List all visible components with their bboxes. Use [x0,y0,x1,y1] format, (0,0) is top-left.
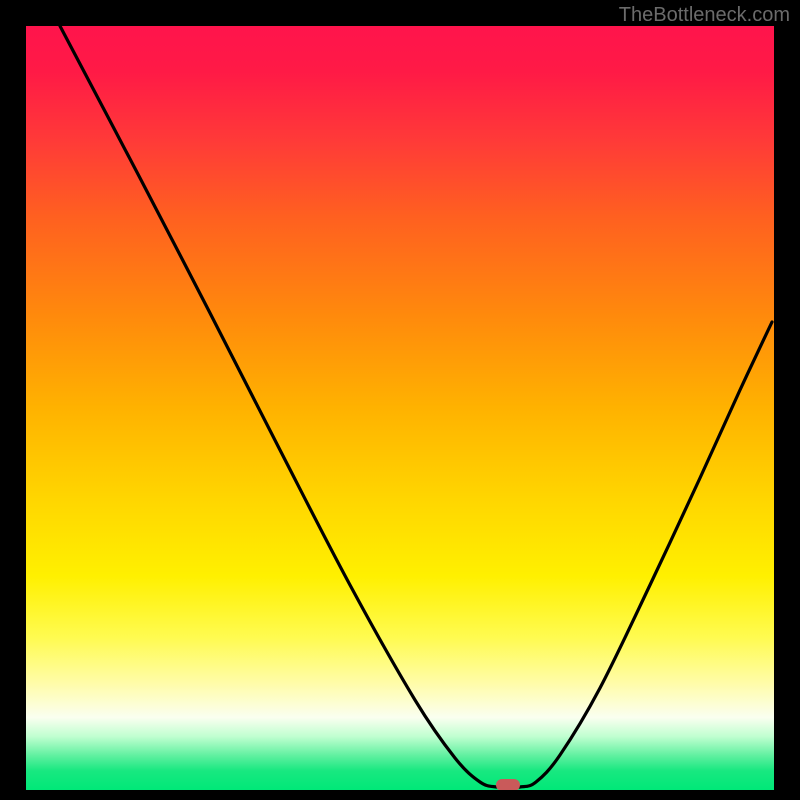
frame-left [0,0,26,800]
watermark-text: TheBottleneck.com [619,4,790,27]
frame-bottom [0,790,800,800]
chart-container: TheBottleneck.com [0,0,800,800]
optimum-marker [496,779,520,791]
frame-right [774,0,800,800]
bottleneck-chart [0,0,800,800]
